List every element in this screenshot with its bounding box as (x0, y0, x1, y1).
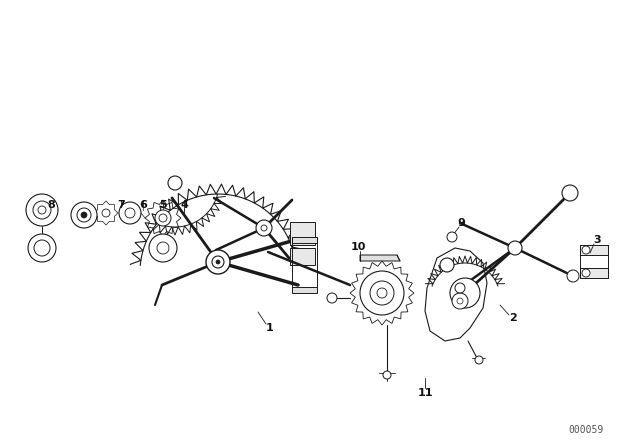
Polygon shape (350, 261, 414, 325)
Circle shape (157, 242, 169, 254)
Text: 000059: 000059 (568, 425, 604, 435)
Circle shape (38, 206, 46, 214)
Circle shape (28, 234, 56, 262)
Circle shape (168, 176, 182, 190)
Text: 3: 3 (593, 235, 601, 245)
Circle shape (447, 232, 457, 242)
Circle shape (383, 371, 391, 379)
Polygon shape (580, 268, 608, 278)
Polygon shape (26, 195, 58, 225)
Circle shape (562, 185, 578, 201)
Circle shape (77, 208, 91, 222)
Circle shape (327, 293, 337, 303)
Circle shape (567, 270, 579, 282)
Polygon shape (292, 237, 317, 243)
Text: 8: 8 (47, 200, 55, 210)
Polygon shape (580, 245, 608, 255)
Circle shape (102, 209, 110, 217)
Text: 7: 7 (117, 200, 125, 210)
Circle shape (119, 202, 141, 224)
Circle shape (155, 210, 171, 226)
Circle shape (455, 283, 465, 293)
Circle shape (360, 271, 404, 315)
Text: 2: 2 (509, 313, 517, 323)
Circle shape (212, 256, 224, 268)
Text: 5: 5 (159, 200, 167, 210)
Circle shape (457, 298, 463, 304)
Polygon shape (290, 248, 315, 265)
Text: 1: 1 (266, 323, 274, 333)
Text: 10: 10 (350, 242, 365, 252)
Circle shape (34, 240, 50, 256)
Polygon shape (425, 248, 487, 341)
Circle shape (261, 225, 267, 231)
Circle shape (81, 212, 87, 218)
Circle shape (450, 278, 480, 308)
Text: 9: 9 (457, 218, 465, 228)
Polygon shape (145, 200, 181, 236)
Polygon shape (94, 201, 118, 225)
Circle shape (377, 288, 387, 298)
Circle shape (26, 194, 58, 226)
Circle shape (206, 250, 230, 274)
Text: 4: 4 (180, 200, 188, 210)
Circle shape (216, 260, 220, 264)
Circle shape (475, 356, 483, 364)
Circle shape (256, 220, 272, 236)
Circle shape (582, 269, 590, 277)
Polygon shape (360, 255, 400, 261)
Circle shape (125, 208, 135, 218)
Circle shape (33, 201, 51, 219)
Circle shape (582, 246, 590, 254)
Polygon shape (292, 287, 317, 293)
Circle shape (440, 258, 454, 272)
Polygon shape (290, 222, 315, 245)
Circle shape (159, 214, 167, 222)
Text: 6: 6 (139, 200, 147, 210)
Circle shape (508, 241, 522, 255)
Circle shape (71, 202, 97, 228)
Circle shape (370, 281, 394, 305)
Circle shape (149, 234, 177, 262)
Text: 11: 11 (417, 388, 433, 398)
Circle shape (452, 293, 468, 309)
